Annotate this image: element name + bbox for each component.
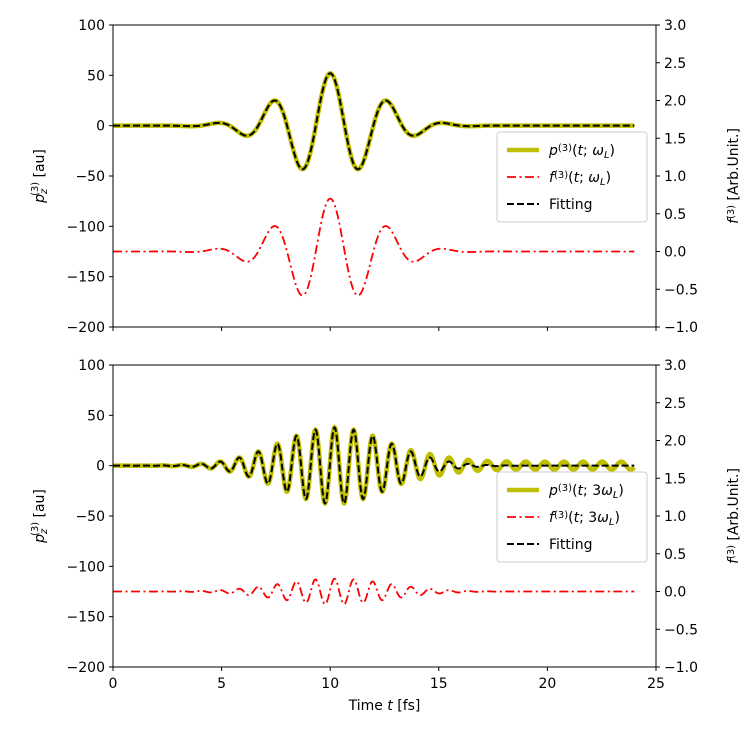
y-tick-label: 100 — [78, 358, 105, 374]
x-tick-label: 10 — [321, 676, 339, 692]
y-right-tick-label: 2.0 — [664, 434, 686, 450]
y-tick-label: −150 — [67, 270, 105, 286]
legend-label-p: p(3)(t; ωL) — [548, 143, 615, 161]
y-tick-label: 50 — [87, 68, 105, 84]
y-right-tick-label: 2.5 — [664, 396, 686, 412]
legend-label-fit: Fitting — [549, 197, 593, 213]
y-right-tick-label: −0.5 — [664, 282, 698, 298]
y-right-tick-label: −1.0 — [664, 320, 698, 336]
y-right-tick-label: 0.5 — [664, 547, 686, 563]
y-tick-label: −100 — [67, 219, 105, 235]
legend: p(3)(t; 3ωL) f(3)(t; 3ωL) Fitting — [496, 471, 648, 563]
y-right-tick-label: 3.0 — [664, 18, 686, 34]
y-tick-label: 50 — [87, 408, 105, 424]
y-tick-label: 0 — [96, 459, 105, 475]
y-tick-label: −50 — [75, 509, 105, 525]
y-right-tick-label: 1.5 — [664, 131, 686, 147]
legend-label-fit: Fitting — [549, 537, 593, 553]
legend-label-f: f(3)(t; 3ωL) — [549, 510, 620, 528]
y-right-tick-label: 2.5 — [664, 56, 686, 72]
y-tick-label: −200 — [67, 660, 105, 676]
legend-label-p: p(3)(t; 3ωL) — [548, 483, 624, 501]
x-tick-label: 0 — [109, 676, 118, 692]
y-tick-label: −50 — [75, 169, 105, 185]
x-tick-label: 5 — [217, 676, 226, 692]
series-line-fit — [112, 426, 635, 505]
legend: p(3)(t; ωL) f(3)(t; ωL) Fitting — [496, 131, 648, 223]
y-right-tick-label: 0.0 — [664, 245, 686, 261]
series-line-f — [113, 577, 635, 606]
x-axis-label: Time t [fs] — [348, 698, 421, 714]
chart-panel-1: 100 50 0 −50 −100 −150 −200 3.0 2.5 2.0 1.5 1.0 0.5 0… — [30, 18, 742, 336]
y-axis-label: pz(3) [au] — [30, 149, 50, 204]
y-right-axis-label: f(3) [Arb.Unit.] — [726, 468, 742, 564]
y-right-tick-label: 1.0 — [664, 169, 686, 185]
y-right-tick-label: 3.0 — [664, 358, 686, 374]
y-tick-label: 0 — [96, 119, 105, 135]
y-tick-label: 100 — [78, 18, 105, 34]
y-tick-label: −200 — [67, 320, 105, 336]
series-line-fit — [113, 72, 635, 171]
chart-panel-2: 100500−50−100−150−2003.02.52.01.51.00.50… — [30, 358, 742, 714]
y-right-tick-label: 1.5 — [664, 471, 686, 487]
y-axis-label: pz(3) [au] — [30, 489, 50, 544]
y-tick-label: −150 — [67, 610, 105, 626]
y-right-tick-label: −1.0 — [664, 660, 698, 676]
y-right-tick-label: −0.5 — [664, 622, 698, 638]
y-tick-label: −100 — [67, 559, 105, 575]
legend-label-f: f(3)(t; ωL) — [549, 170, 611, 188]
legend-box — [496, 471, 648, 563]
legend-box — [496, 131, 648, 223]
x-tick-label: 20 — [538, 676, 556, 692]
series-line-f — [113, 197, 635, 297]
x-tick-label: 25 — [647, 676, 665, 692]
y-right-axis-label: f(3) [Arb.Unit.] — [726, 128, 742, 224]
y-right-tick-label: 1.0 — [664, 509, 686, 525]
y-right-tick-label: 0.5 — [664, 207, 686, 223]
y-right-tick-label: 0.0 — [664, 585, 686, 601]
y-right-tick-label: 2.0 — [664, 94, 686, 110]
x-tick-label: 15 — [430, 676, 448, 692]
